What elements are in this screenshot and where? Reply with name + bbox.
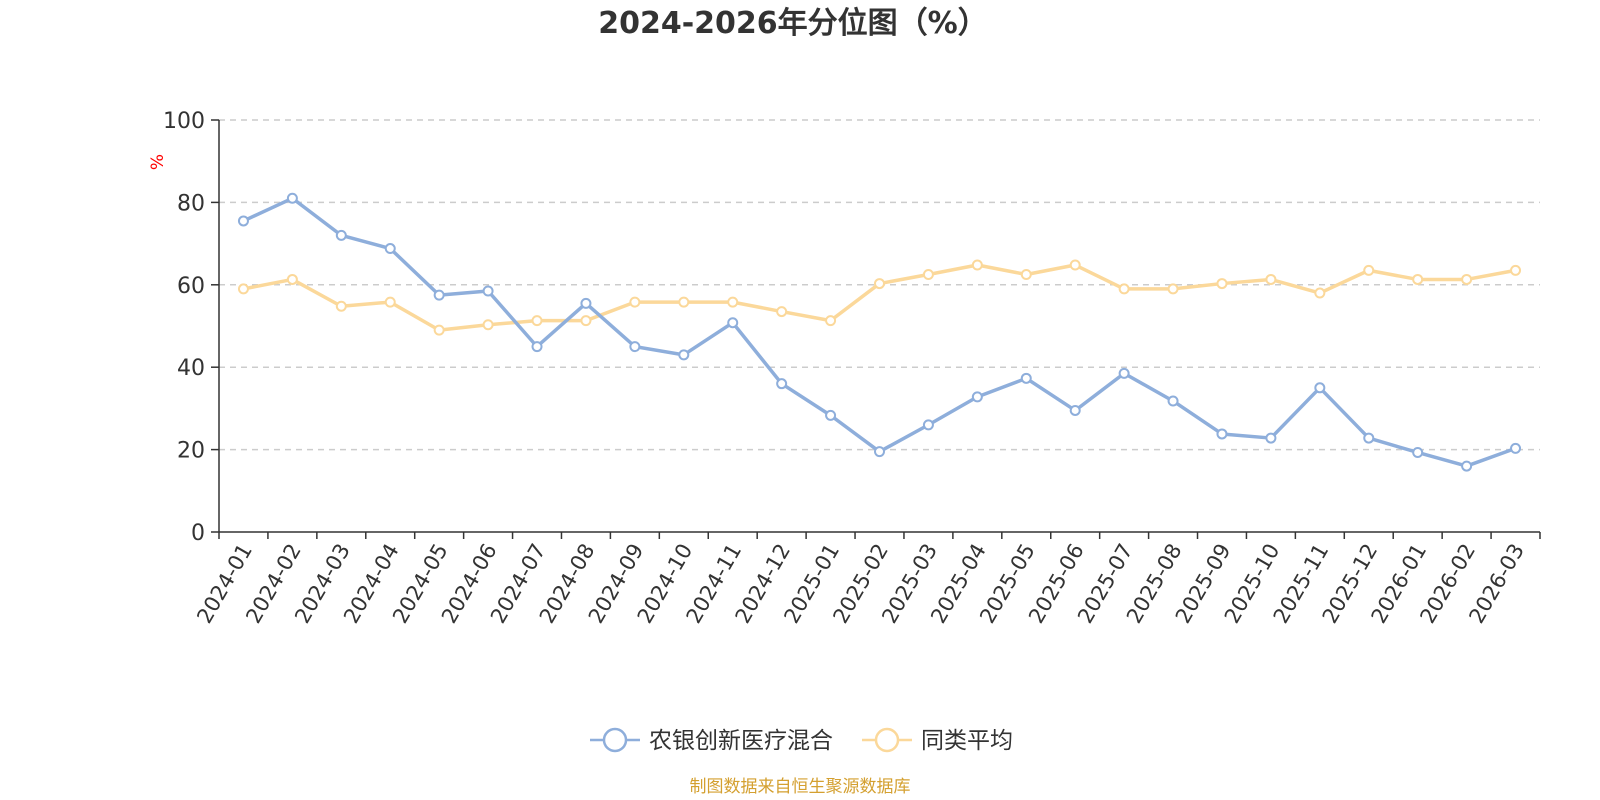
data-point[interactable] (727, 296, 739, 308)
data-point[interactable] (1314, 382, 1326, 394)
data-point[interactable] (1265, 273, 1277, 285)
data-point[interactable] (629, 341, 641, 353)
data-point[interactable] (1461, 273, 1473, 285)
data-point[interactable] (1314, 287, 1326, 299)
y-tick-label: 0 (191, 521, 205, 546)
data-point[interactable] (629, 296, 641, 308)
data-point[interactable] (286, 273, 298, 285)
data-point[interactable] (776, 306, 788, 318)
data-point[interactable] (1020, 269, 1032, 280)
legend-label: 农银创新医疗混合 (649, 728, 833, 754)
data-point[interactable] (580, 315, 592, 327)
legend-marker (874, 727, 900, 753)
data-point[interactable] (1412, 273, 1424, 285)
data-point[interactable] (922, 269, 934, 280)
legend[interactable]: 农银创新医疗混合 同类平均 (590, 727, 1013, 754)
data-point[interactable] (1363, 264, 1375, 276)
data-point[interactable] (1363, 432, 1375, 444)
data-point[interactable] (678, 349, 690, 361)
data-point[interactable] (1216, 278, 1228, 290)
y-tick-label: 100 (163, 109, 205, 134)
series-1 (237, 259, 1522, 336)
data-point[interactable] (1069, 404, 1081, 416)
data-point[interactable] (1069, 259, 1081, 271)
legend-item[interactable]: 农银创新医疗混合 (590, 727, 833, 754)
data-point[interactable] (1216, 428, 1228, 440)
data-point[interactable] (237, 215, 249, 227)
data-point[interactable] (1118, 283, 1130, 295)
data-point[interactable] (237, 283, 249, 295)
data-point[interactable] (580, 297, 592, 309)
x-tick-labels: 2024-012024-022024-032024-042024-052024-… (192, 540, 1529, 628)
data-point[interactable] (922, 419, 934, 431)
y-tick-label: 60 (177, 274, 205, 299)
data-point[interactable] (727, 317, 739, 329)
data-point[interactable] (1461, 460, 1473, 472)
legend-item[interactable]: 同类平均 (862, 727, 1013, 754)
data-point[interactable] (1510, 264, 1522, 276)
series-0 (237, 192, 1522, 472)
y-unit-label: % (148, 154, 168, 170)
y-tick-label: 40 (177, 356, 205, 381)
data-point[interactable] (482, 319, 494, 331)
data-point[interactable] (482, 285, 494, 297)
data-point[interactable] (1118, 367, 1130, 379)
data-point[interactable] (825, 315, 837, 327)
data-point[interactable] (776, 378, 788, 390)
data-point[interactable] (335, 300, 347, 312)
chart-title: 2024-2026年分位图（%） (598, 6, 988, 41)
data-point[interactable] (531, 341, 543, 353)
legend-marker (602, 727, 628, 753)
data-point[interactable] (286, 192, 298, 204)
data-point[interactable] (825, 409, 837, 421)
data-point[interactable] (384, 296, 396, 308)
data-point[interactable] (384, 243, 396, 255)
data-point[interactable] (1265, 432, 1277, 444)
data-point[interactable] (971, 391, 983, 403)
data-point[interactable] (1412, 446, 1424, 458)
axes (218, 120, 1541, 539)
data-point[interactable] (531, 315, 543, 327)
data-point[interactable] (874, 278, 885, 290)
data-point[interactable] (335, 229, 347, 241)
series-lines (237, 192, 1522, 472)
data-point[interactable] (678, 296, 690, 308)
data-point[interactable] (874, 446, 885, 458)
y-tick-label: 80 (177, 191, 205, 216)
data-point[interactable] (971, 259, 983, 271)
y-tick-labels: 0 20 40 60 80 100 (163, 109, 205, 546)
grid-lines (211, 119, 1540, 533)
legend-label: 同类平均 (921, 728, 1013, 754)
data-point[interactable] (1020, 372, 1032, 384)
data-point[interactable] (1510, 442, 1522, 454)
data-point[interactable] (433, 289, 445, 301)
data-point[interactable] (1167, 395, 1179, 407)
data-point[interactable] (1167, 283, 1179, 295)
data-source-note: 制图数据来自恒生聚源数据库 (690, 777, 911, 797)
data-point[interactable] (433, 324, 445, 336)
y-tick-label: 20 (177, 439, 205, 464)
